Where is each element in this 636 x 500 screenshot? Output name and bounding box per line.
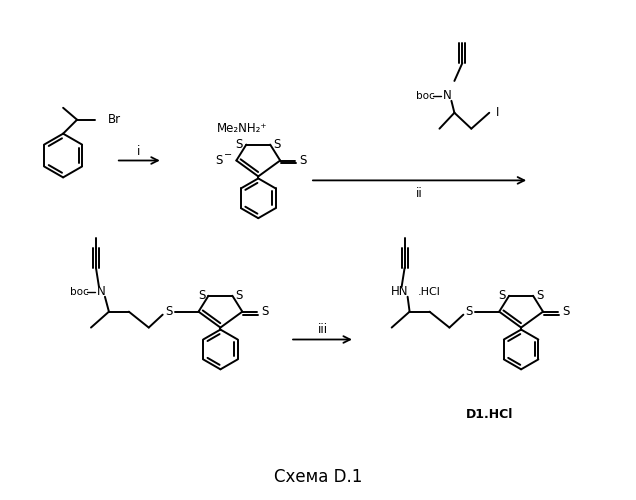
Text: Br: Br	[108, 113, 121, 126]
Text: S: S	[499, 289, 506, 302]
Text: S: S	[536, 289, 544, 302]
Text: iii: iii	[318, 323, 328, 336]
Text: boc: boc	[70, 287, 88, 297]
Text: S: S	[466, 305, 473, 318]
Text: I: I	[495, 106, 499, 120]
Text: D1.HCl: D1.HCl	[466, 408, 513, 420]
Text: N: N	[443, 90, 452, 102]
Text: boc: boc	[416, 91, 435, 101]
Text: i: i	[137, 145, 141, 158]
Text: S: S	[216, 154, 223, 167]
Text: HN: HN	[391, 286, 408, 298]
Text: S: S	[261, 305, 269, 318]
Text: Схема D.1: Схема D.1	[274, 468, 362, 485]
Text: −: −	[225, 150, 232, 160]
Text: S: S	[198, 289, 205, 302]
Text: S: S	[300, 154, 307, 167]
Text: S: S	[236, 138, 243, 151]
Text: S: S	[236, 289, 243, 302]
Text: ii: ii	[416, 187, 423, 200]
Text: N: N	[97, 286, 106, 298]
Text: .HCl: .HCl	[418, 287, 441, 297]
Text: S: S	[165, 305, 172, 318]
Text: S: S	[273, 138, 281, 151]
Text: S: S	[562, 305, 570, 318]
Text: Me₂NH₂⁺: Me₂NH₂⁺	[217, 122, 268, 135]
